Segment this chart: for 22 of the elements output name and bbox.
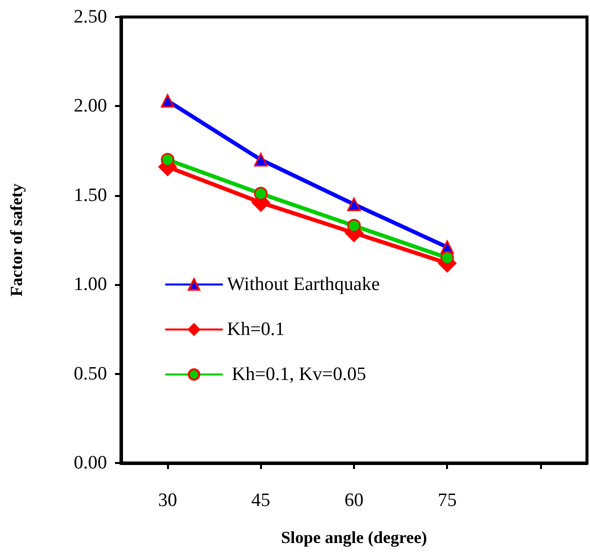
legend-label: Kh=0.1, Kv=0.05 bbox=[227, 364, 366, 385]
y-axis-title: Factor of safety bbox=[7, 183, 26, 296]
point bbox=[347, 218, 361, 232]
legend-label: Without Earthquake bbox=[227, 274, 380, 295]
y-tick-label: 2.50 bbox=[74, 6, 107, 28]
point bbox=[440, 251, 454, 265]
point bbox=[347, 198, 361, 212]
y-tick-label: 2.00 bbox=[74, 96, 107, 117]
x-tick-label: 75 bbox=[438, 490, 457, 511]
x-tick-label: 30 bbox=[158, 490, 178, 511]
x-tick-label: 45 bbox=[251, 490, 270, 511]
point bbox=[254, 152, 268, 166]
x-axis-title: Slope angle (degree) bbox=[280, 528, 428, 547]
y-tick-label: 1.50 bbox=[74, 184, 107, 206]
point bbox=[254, 186, 268, 200]
legend-label: Kh=0.1 bbox=[227, 319, 285, 340]
x-tick-label: 60 bbox=[344, 490, 364, 511]
y-tick-label: 0.00 bbox=[74, 452, 107, 474]
y-tick-label: 0.50 bbox=[74, 363, 107, 384]
point bbox=[160, 94, 174, 108]
point bbox=[160, 152, 174, 166]
y-tick-label: 1.00 bbox=[74, 274, 107, 296]
